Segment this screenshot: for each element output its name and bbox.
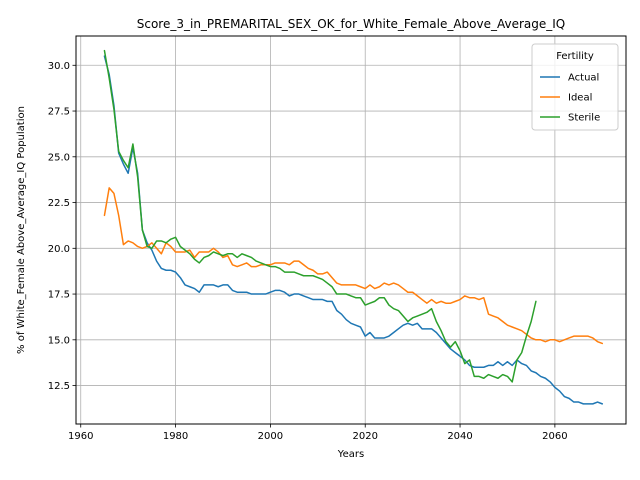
x-tick-label: 2060 xyxy=(542,431,567,442)
x-tick-label: 2000 xyxy=(258,431,283,442)
x-axis-label: Years xyxy=(337,449,364,460)
y-axis-label: % of White_Female Above_Average_IQ Popul… xyxy=(16,106,27,354)
x-tick-label: 1980 xyxy=(163,431,188,442)
y-tick-label: 12.5 xyxy=(48,381,70,392)
y-tick-label: 25.0 xyxy=(48,152,70,163)
y-tick-label: 30.0 xyxy=(48,61,70,72)
legend-label-sterile: Sterile xyxy=(568,113,600,124)
legend: Fertility Actual Ideal Sterile xyxy=(532,44,618,130)
legend-label-actual: Actual xyxy=(568,73,599,84)
x-tick-label: 2040 xyxy=(447,431,472,442)
x-tick-label: 2020 xyxy=(352,431,377,442)
y-tick-label: 17.5 xyxy=(48,290,70,301)
y-tick-label: 27.5 xyxy=(48,107,70,118)
x-tick-label: 1960 xyxy=(68,431,93,442)
y-tick-label: 22.5 xyxy=(48,198,70,209)
legend-title: Fertility xyxy=(556,51,594,62)
y-tick-label: 20.0 xyxy=(48,244,70,255)
y-tick-label: 15.0 xyxy=(48,335,70,346)
chart-title: Score_3_in_PREMARITAL_SEX_OK_for_White_F… xyxy=(137,17,566,31)
legend-label-ideal: Ideal xyxy=(568,93,592,104)
